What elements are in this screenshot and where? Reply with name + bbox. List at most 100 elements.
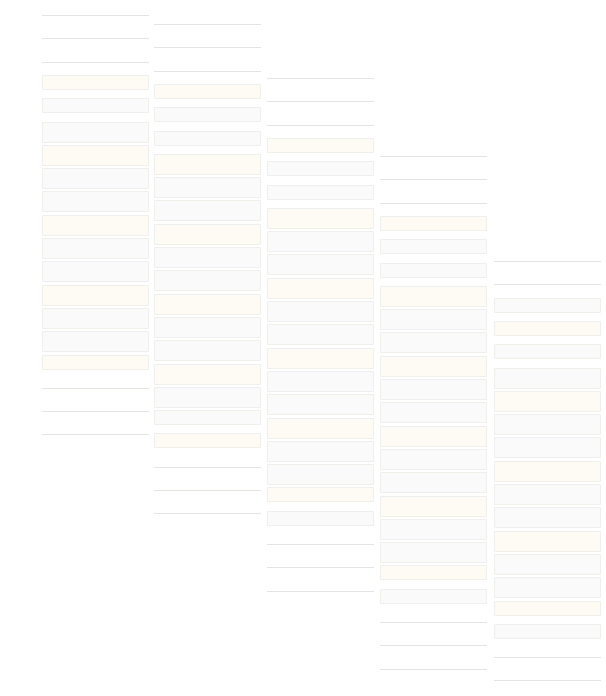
divider-line bbox=[154, 513, 261, 515]
divider-line bbox=[267, 124, 374, 126]
bar-block bbox=[494, 484, 601, 505]
bar-block bbox=[267, 440, 374, 462]
bar-block bbox=[494, 600, 601, 616]
bar-block bbox=[267, 301, 374, 322]
bar-block bbox=[267, 487, 374, 503]
bar-block bbox=[494, 297, 601, 313]
divider-line bbox=[42, 387, 149, 389]
divider-line bbox=[494, 680, 601, 682]
bar-block bbox=[494, 460, 601, 482]
bar-block bbox=[42, 238, 149, 259]
bar-block bbox=[42, 144, 149, 166]
divider-line bbox=[267, 78, 374, 79]
bar-block bbox=[494, 553, 601, 575]
bar-block bbox=[154, 153, 261, 175]
bar-block bbox=[380, 309, 487, 331]
bar-block bbox=[380, 518, 487, 540]
bar-block bbox=[42, 261, 149, 283]
divider-line bbox=[42, 411, 149, 413]
bar-block bbox=[154, 363, 261, 385]
bar-block bbox=[267, 510, 374, 526]
bar-block bbox=[494, 320, 601, 336]
bar-block bbox=[494, 577, 601, 599]
divider-line bbox=[494, 261, 601, 262]
bar-block bbox=[494, 623, 601, 639]
bar-block bbox=[154, 200, 261, 222]
bar-block bbox=[380, 262, 487, 278]
bar-block bbox=[380, 379, 487, 400]
divider-line bbox=[380, 202, 487, 204]
bar-block bbox=[380, 285, 487, 307]
bar-block bbox=[42, 214, 149, 236]
bar-block bbox=[154, 386, 261, 408]
bar-block bbox=[154, 130, 261, 146]
divider-line bbox=[267, 567, 374, 569]
bar-block bbox=[42, 98, 149, 114]
divider-line bbox=[154, 490, 261, 491]
bar-block bbox=[494, 530, 601, 552]
bar-block bbox=[380, 332, 487, 354]
bar-block bbox=[267, 394, 374, 416]
bar-block bbox=[267, 277, 374, 299]
divider-line bbox=[42, 434, 149, 436]
divider-line bbox=[494, 284, 601, 286]
bar-block bbox=[267, 207, 374, 229]
bar-block bbox=[380, 565, 487, 581]
bar-block bbox=[380, 215, 487, 231]
bar-block bbox=[42, 284, 149, 306]
bar-block bbox=[267, 161, 374, 177]
divider-line bbox=[380, 668, 487, 670]
bar-block bbox=[380, 495, 487, 517]
bar-block bbox=[154, 107, 261, 123]
bar-block bbox=[267, 254, 374, 276]
divider-line bbox=[380, 622, 487, 623]
bar-block bbox=[42, 191, 149, 213]
bar-block bbox=[154, 223, 261, 245]
divider-line bbox=[42, 15, 149, 16]
bar-block bbox=[380, 448, 487, 470]
divider-line bbox=[494, 657, 601, 659]
bar-block bbox=[267, 370, 374, 392]
bar-block bbox=[494, 344, 601, 360]
bar-block bbox=[154, 247, 261, 268]
bar-block bbox=[42, 331, 149, 353]
divider-line bbox=[380, 156, 487, 157]
bar-block bbox=[42, 354, 149, 370]
divider-line bbox=[154, 47, 261, 49]
bar-block bbox=[42, 168, 149, 190]
bar-block bbox=[267, 137, 374, 153]
bar-block bbox=[380, 542, 487, 564]
bar-block bbox=[380, 472, 487, 494]
divider-line bbox=[42, 38, 149, 40]
bar-block bbox=[380, 355, 487, 377]
bar-block bbox=[494, 367, 601, 389]
bar-block bbox=[42, 307, 149, 329]
divider-line bbox=[42, 61, 149, 63]
bar-block bbox=[380, 402, 487, 424]
bar-block bbox=[154, 340, 261, 362]
bar-block bbox=[494, 390, 601, 412]
bar-block bbox=[494, 437, 601, 459]
bar-block bbox=[267, 347, 374, 369]
bar-block bbox=[42, 74, 149, 90]
bar-block bbox=[154, 316, 261, 338]
bar-block bbox=[267, 324, 374, 346]
divider-line bbox=[267, 101, 374, 103]
bar-block bbox=[494, 507, 601, 529]
bar-block bbox=[154, 270, 261, 292]
divider-line bbox=[380, 179, 487, 181]
bar-block bbox=[154, 177, 261, 199]
bar-block bbox=[267, 464, 374, 486]
bar-block bbox=[154, 83, 261, 99]
bar-block bbox=[380, 588, 487, 604]
bar-block bbox=[267, 417, 374, 439]
bar-block bbox=[154, 410, 261, 426]
divider-line bbox=[154, 466, 261, 468]
divider-line bbox=[267, 590, 374, 592]
divider-line bbox=[267, 544, 374, 545]
bar-block bbox=[380, 239, 487, 255]
bar-block bbox=[267, 231, 374, 253]
bar-block bbox=[267, 184, 374, 200]
divider-line bbox=[154, 70, 261, 72]
divider-line bbox=[380, 645, 487, 647]
